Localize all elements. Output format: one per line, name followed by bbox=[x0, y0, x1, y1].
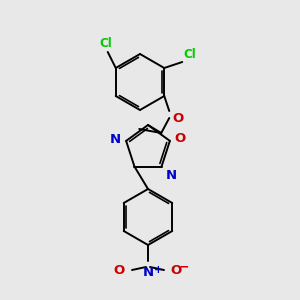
Text: O: O bbox=[114, 263, 125, 277]
Text: Cl: Cl bbox=[183, 48, 196, 61]
Text: N: N bbox=[166, 169, 177, 182]
Text: +: + bbox=[154, 265, 163, 275]
Text: O: O bbox=[172, 112, 184, 125]
Text: −: − bbox=[179, 260, 190, 274]
Text: O: O bbox=[175, 132, 186, 146]
Text: Cl: Cl bbox=[99, 37, 112, 50]
Text: N: N bbox=[110, 134, 121, 146]
Text: O: O bbox=[170, 263, 181, 277]
Text: N: N bbox=[142, 266, 154, 279]
